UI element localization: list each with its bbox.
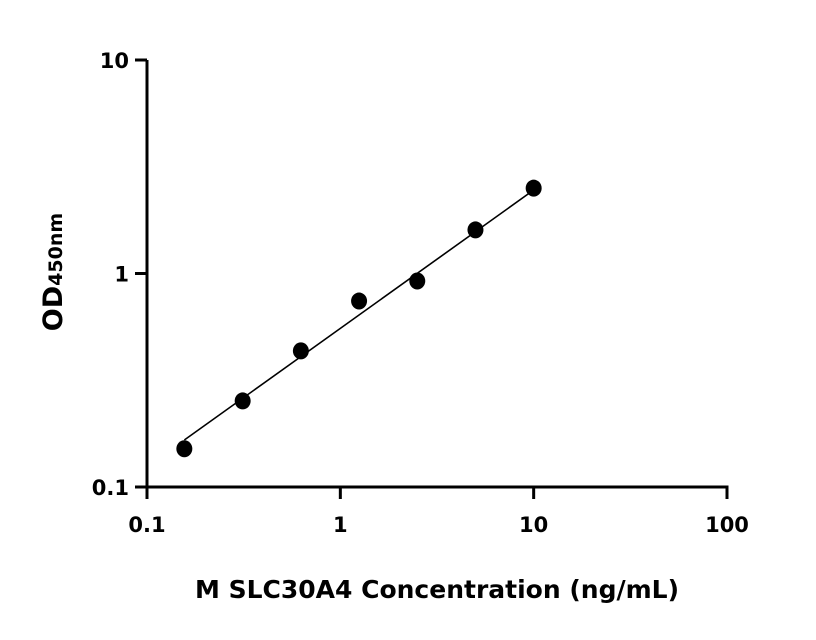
x-axis-title: M SLC30A4 Concentration (ng/mL) <box>195 575 679 604</box>
y-tick-label: 0.1 <box>92 476 129 500</box>
x-tick-label: 1 <box>333 513 348 537</box>
data-point <box>234 392 251 410</box>
x-tick-label: 10 <box>519 513 548 537</box>
data-point <box>409 272 426 290</box>
x-tick-label: 0.1 <box>128 513 165 537</box>
data-point <box>467 221 484 239</box>
y-axis-title-subscript: 450nm <box>45 213 67 286</box>
axes: 0.1 1 10 100 0.1 1 10 <box>92 49 749 537</box>
data-point <box>351 292 368 310</box>
y-axis-title: OD450nm <box>38 213 69 331</box>
x-tick-label: 100 <box>705 513 749 537</box>
y-tick-label: 10 <box>100 49 129 73</box>
y-tick-label: 1 <box>114 263 129 287</box>
y-axis-title-main: OD <box>38 286 69 331</box>
marks <box>176 179 542 458</box>
data-point <box>292 342 309 360</box>
data-point <box>176 440 193 458</box>
data-point <box>525 179 542 197</box>
